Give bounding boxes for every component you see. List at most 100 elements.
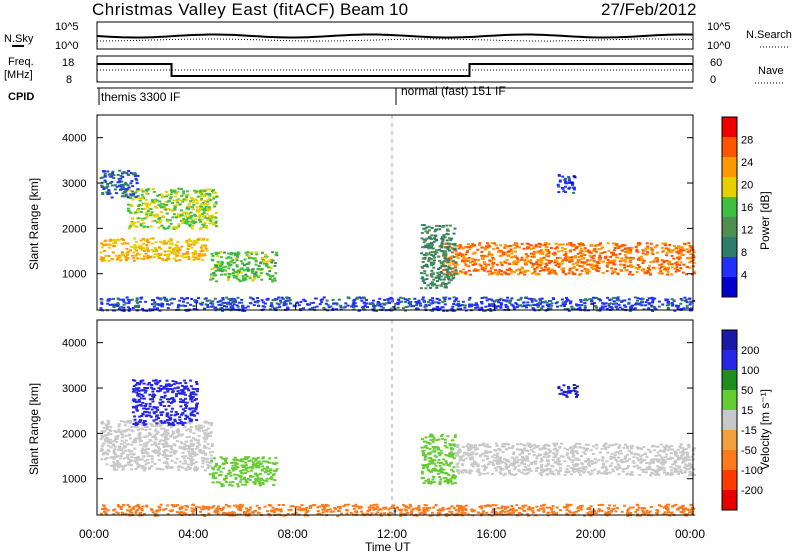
power-cell-4 [541, 252, 545, 255]
velocity-cell-4 [610, 453, 614, 456]
velocity-cell-0 [115, 431, 119, 433]
velocity-cell-0 [139, 427, 143, 430]
velocity-cell-1 [141, 395, 145, 398]
velocity-cell-1 [164, 408, 168, 411]
power-cell-3 [274, 253, 278, 256]
velocity-cell-3 [447, 455, 451, 458]
power-cell-1 [197, 216, 201, 219]
power-cell-5 [448, 271, 452, 274]
power-cell-4 [675, 256, 679, 259]
velocity-cell-2 [215, 464, 219, 466]
velocity-cell-0 [199, 451, 203, 454]
power-cell-4 [475, 269, 479, 272]
power-cell-5 [452, 256, 456, 258]
power-cell-5 [447, 281, 451, 284]
power-cell-6 [504, 299, 508, 302]
velocity-cell-0 [160, 423, 164, 426]
power-cell-4 [614, 253, 618, 256]
power-cell-0 [124, 252, 128, 255]
power-cell-6 [545, 303, 549, 306]
velocity-cell-1 [148, 402, 152, 405]
power-cell-4 [597, 248, 601, 251]
velocity-cell-4 [677, 466, 681, 469]
velocity-cell-0 [140, 465, 144, 467]
power-cell-1 [141, 202, 145, 205]
power-cell-0 [142, 258, 146, 260]
power-cell-1 [136, 211, 140, 214]
velocity-cell-3 [420, 470, 424, 473]
power-cell-4 [460, 271, 464, 274]
power-cell-0 [150, 242, 154, 245]
power-cell-4 [568, 269, 572, 272]
velocity-cell-4 [466, 449, 470, 452]
power-cell-2 [131, 194, 134, 197]
power-cell-6 [277, 296, 281, 299]
velocity-cell-4 [547, 448, 551, 451]
power-cell-4 [610, 267, 614, 270]
velocity-cell-3 [445, 462, 449, 465]
power-cell-4 [606, 258, 610, 261]
power-cell-1 [143, 225, 146, 228]
power-cell-1 [173, 208, 177, 211]
velocity-cell-0 [181, 455, 184, 458]
power-cell-1 [180, 194, 184, 197]
velocity-cell-0 [129, 460, 132, 463]
power-cell-3 [269, 258, 273, 261]
velocity-cell-2 [272, 463, 276, 465]
velocity-cell-0 [203, 431, 207, 434]
velocity-cell-1 [155, 383, 159, 386]
power-cell-0 [159, 247, 163, 250]
velocity-cell-0 [154, 452, 158, 454]
power-cell-4 [454, 252, 458, 255]
velocity-cell-3 [422, 465, 426, 468]
velocity-cell-4 [473, 463, 477, 466]
velocity-cell-3 [426, 464, 430, 467]
velocity-cell-3 [426, 441, 430, 444]
power-cell-4 [634, 246, 638, 248]
power-cell-1 [130, 221, 134, 224]
power-cell-4 [530, 272, 534, 275]
power-cell-6 [213, 297, 217, 300]
velocity-cell-1 [189, 379, 193, 382]
velocity-cell-0 [146, 455, 150, 458]
velocity-cell-1 [181, 390, 184, 393]
velocity-cell-2 [244, 464, 248, 467]
power-cell-6 [182, 300, 185, 303]
velocity-cell-0 [164, 435, 168, 438]
power-cell-3 [245, 263, 249, 266]
velocity-cell-4 [603, 470, 607, 473]
velocity-cell-0 [112, 440, 116, 443]
power-cell-5 [440, 242, 444, 245]
power-cell-4 [612, 249, 616, 252]
power-cell-4 [689, 260, 693, 263]
power-cell-6 [432, 307, 435, 310]
power-cell-5 [447, 259, 451, 262]
power-cell-6 [106, 302, 110, 305]
power-cell-5 [434, 235, 438, 238]
power-cell-5 [443, 256, 447, 259]
velocity-cell-0 [169, 454, 172, 457]
power-cell-5 [445, 282, 449, 285]
power-cell-1 [129, 211, 133, 214]
power-cell-4 [459, 245, 463, 248]
velocity-cell-0 [115, 460, 119, 463]
velocity-cell-4 [669, 469, 673, 472]
power-cell-4 [567, 272, 571, 275]
velocity-cell-0 [170, 459, 174, 462]
velocity-cell-0 [107, 421, 111, 424]
power-cell-1 [171, 209, 175, 212]
power-cell-4 [547, 251, 551, 253]
power-cell-7 [572, 186, 576, 189]
power-cell-1 [153, 205, 157, 208]
power-cell-4 [606, 263, 610, 266]
power-cell-4 [635, 271, 639, 274]
power-cell-5 [445, 228, 449, 231]
power-cell-4 [488, 273, 491, 276]
power-cell-1 [206, 218, 210, 221]
power-cell-5 [427, 225, 431, 228]
power-cell-1 [204, 209, 208, 212]
power-cell-1 [207, 209, 211, 212]
power-cell-3 [255, 253, 259, 256]
power-cell-6 [651, 301, 654, 304]
velocity-cell-4 [576, 469, 580, 472]
